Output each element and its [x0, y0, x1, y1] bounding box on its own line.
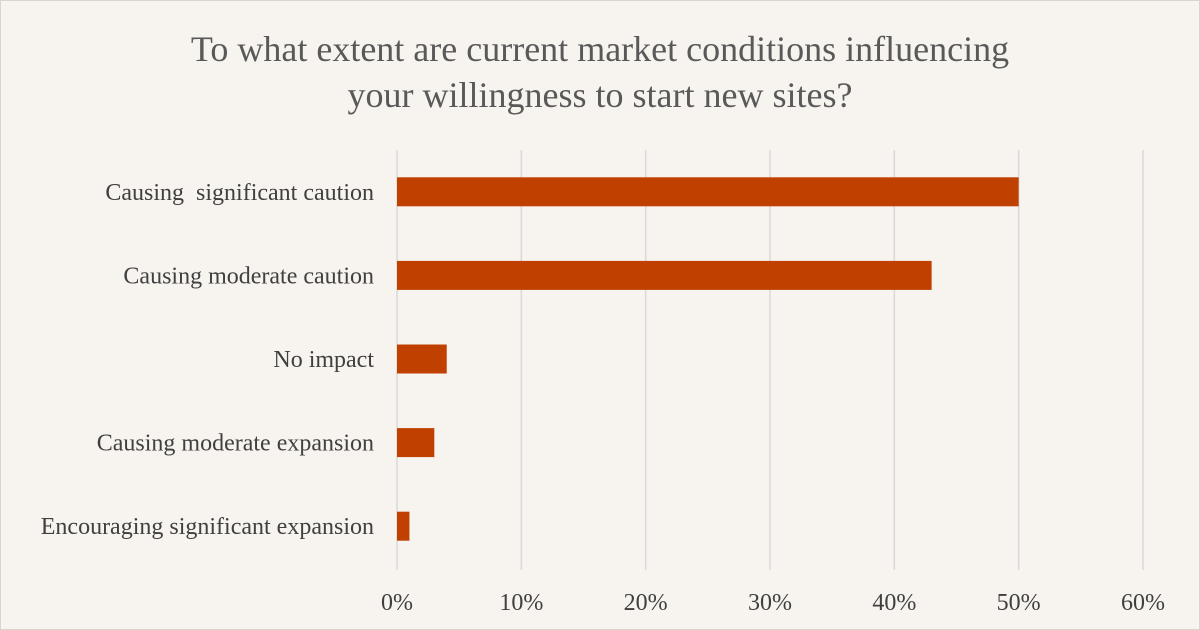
x-tick-label: 60% [1121, 590, 1165, 616]
x-tick-label: 10% [499, 590, 543, 616]
chart-title-line-1: To what extent are current market condit… [190, 29, 1010, 69]
x-tick-label: 0% [381, 590, 413, 616]
bar [397, 511, 410, 541]
category-label: Encouraging significant expansion [41, 514, 374, 540]
x-tick-label: 30% [748, 590, 792, 616]
x-tick-labels: 0% 10% 20% 30% 40% 50% 60% [381, 590, 1165, 616]
x-tick-label: 20% [624, 590, 668, 616]
x-tick-label: 50% [997, 590, 1041, 616]
category-labels: Causing significant caution Causing moder… [41, 180, 375, 540]
chart-title-line-2: your willingness to start new sites? [347, 75, 853, 115]
bar [397, 344, 447, 374]
category-label: No impact [273, 347, 374, 373]
bars [397, 177, 1019, 541]
bar [397, 177, 1019, 207]
category-label: Causing significant caution [105, 180, 374, 206]
bar [397, 260, 932, 290]
category-label: Causing moderate expansion [97, 431, 374, 457]
chart-title: To what extent are current market condit… [0, 26, 1200, 118]
x-tick-label: 40% [872, 590, 916, 616]
bar [397, 428, 435, 458]
gridlines [396, 150, 1144, 570]
category-label: Causing moderate caution [123, 263, 374, 289]
